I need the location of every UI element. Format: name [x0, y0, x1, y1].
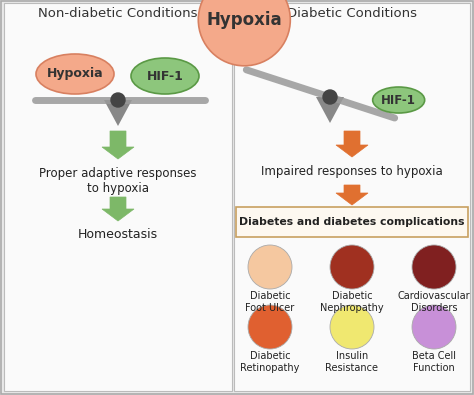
- Polygon shape: [316, 97, 344, 123]
- Circle shape: [111, 93, 125, 107]
- Text: HIF-1: HIF-1: [381, 94, 416, 107]
- Polygon shape: [336, 131, 368, 157]
- Polygon shape: [104, 100, 132, 126]
- FancyBboxPatch shape: [234, 3, 470, 391]
- Circle shape: [323, 90, 337, 104]
- Circle shape: [198, 0, 290, 66]
- Text: Hypoxia: Hypoxia: [46, 68, 103, 81]
- Circle shape: [248, 245, 292, 289]
- Text: Diabetic
Foot Ulcer: Diabetic Foot Ulcer: [246, 291, 295, 312]
- Text: Impaired responses to hypoxia: Impaired responses to hypoxia: [261, 165, 443, 178]
- Text: Proper adaptive responses
to hypoxia: Proper adaptive responses to hypoxia: [39, 167, 197, 195]
- Polygon shape: [102, 197, 134, 221]
- Text: Hypoxia: Hypoxia: [207, 11, 282, 29]
- Text: Non-diabetic Conditions: Non-diabetic Conditions: [38, 7, 198, 20]
- Text: HIF-1: HIF-1: [146, 70, 183, 83]
- FancyBboxPatch shape: [4, 3, 232, 391]
- Ellipse shape: [373, 87, 425, 113]
- Circle shape: [248, 305, 292, 349]
- Text: Insulin
Resistance: Insulin Resistance: [326, 351, 379, 372]
- Circle shape: [330, 305, 374, 349]
- Text: Diabetes and diabetes complications: Diabetes and diabetes complications: [239, 217, 465, 227]
- Text: Diabetic Conditions: Diabetic Conditions: [287, 7, 417, 20]
- Circle shape: [412, 305, 456, 349]
- Text: Homeostasis: Homeostasis: [78, 228, 158, 241]
- Text: Diabetic
Retinopathy: Diabetic Retinopathy: [240, 351, 300, 372]
- Text: Beta Cell
Function: Beta Cell Function: [412, 351, 456, 372]
- Ellipse shape: [131, 58, 199, 94]
- FancyBboxPatch shape: [236, 207, 468, 237]
- Circle shape: [330, 245, 374, 289]
- Polygon shape: [336, 185, 368, 205]
- Ellipse shape: [36, 54, 114, 94]
- Text: Diabetic
Nephropathy: Diabetic Nephropathy: [320, 291, 384, 312]
- Polygon shape: [102, 131, 134, 159]
- Text: Cardiovascular
Disorders: Cardiovascular Disorders: [398, 291, 470, 312]
- Circle shape: [412, 245, 456, 289]
